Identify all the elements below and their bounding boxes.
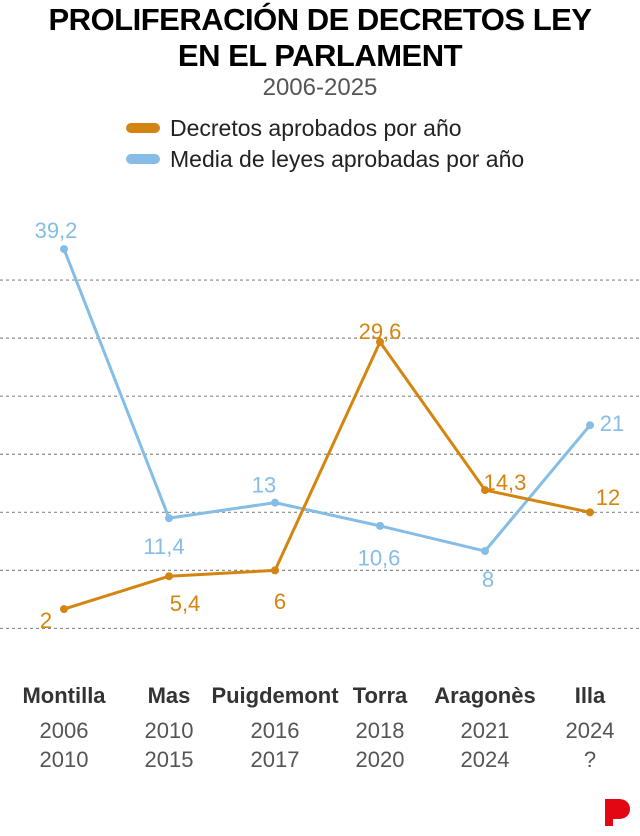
data-label-decretos-0: 2 bbox=[40, 608, 52, 633]
x-tick-label: Montilla bbox=[22, 683, 106, 708]
point-leyes-3 bbox=[376, 521, 384, 530]
data-label-decretos-1: 5,4 bbox=[170, 591, 201, 616]
data-label-leyes-4: 8 bbox=[482, 567, 494, 592]
data-label-leyes-2: 13 bbox=[252, 472, 276, 497]
point-leyes-4 bbox=[481, 547, 489, 556]
x-period-label: 2018 bbox=[356, 718, 405, 743]
data-label-decretos-2: 6 bbox=[274, 589, 286, 614]
data-label-decretos-5: 12 bbox=[596, 485, 620, 510]
point-decretos-5 bbox=[586, 508, 594, 517]
chart-subtitle: 2006-2025 bbox=[262, 74, 378, 101]
x-tick-label: Illa bbox=[575, 683, 606, 708]
x-tick-label: Aragonès bbox=[434, 683, 535, 708]
data-label-leyes-5: 21 bbox=[600, 411, 624, 436]
legend-label-decretos: Decretos aprobados por año bbox=[170, 114, 462, 141]
data-label-decretos-3: 29,6 bbox=[359, 319, 402, 344]
x-period-label: ? bbox=[584, 747, 596, 772]
x-period-label: 2015 bbox=[145, 747, 194, 772]
x-period-label: 2010 bbox=[40, 747, 89, 772]
data-label-leyes-0: 39,2 bbox=[35, 218, 78, 243]
point-decretos-1 bbox=[165, 572, 173, 581]
legend-item-leyes: Media de leyes aprobadas por año bbox=[126, 145, 524, 173]
legend-item-decretos: Decretos aprobados por año bbox=[126, 114, 462, 142]
legend-swatch-decretos bbox=[126, 123, 160, 133]
point-leyes-2 bbox=[271, 498, 279, 507]
point-decretos-3 bbox=[376, 338, 384, 346]
series-line-decretos bbox=[62, 340, 592, 611]
x-tick-label: Torra bbox=[353, 683, 408, 708]
point-leyes-5 bbox=[586, 421, 594, 430]
point-decretos-0 bbox=[60, 605, 68, 614]
x-period-label: 2017 bbox=[251, 747, 300, 772]
data-label-leyes-1: 11,4 bbox=[143, 534, 184, 559]
x-period-label: 2024 bbox=[461, 747, 510, 772]
point-decretos-4 bbox=[481, 486, 489, 495]
point-decretos-2 bbox=[271, 566, 279, 575]
series-line-leyes bbox=[62, 247, 592, 553]
x-period-label: 2021 bbox=[461, 718, 510, 743]
x-period-label: 2024 bbox=[566, 718, 615, 743]
data-label-decretos-4: 14,3 bbox=[484, 470, 527, 495]
publication-logo-icon bbox=[605, 799, 630, 826]
data-label-leyes-3: 10,6 bbox=[358, 546, 401, 571]
point-leyes-0 bbox=[60, 245, 68, 254]
legend-label-leyes: Media de leyes aprobadas por año bbox=[170, 145, 525, 172]
point-leyes-1 bbox=[165, 514, 173, 523]
x-period-label: 2010 bbox=[145, 718, 194, 743]
x-period-label: 2020 bbox=[356, 747, 405, 772]
chart-title-line-2: EN EL PARLAMENT bbox=[177, 38, 463, 73]
x-period-label: 2006 bbox=[40, 718, 89, 743]
x-period-label: 2016 bbox=[251, 718, 300, 743]
legend-swatch-leyes bbox=[126, 154, 160, 164]
x-tick-label: Mas bbox=[148, 683, 191, 708]
chart-title-line-1: PROLIFERACIÓN DE DECRETOS LEY bbox=[48, 2, 593, 37]
x-tick-label: Puigdemont bbox=[211, 683, 339, 708]
